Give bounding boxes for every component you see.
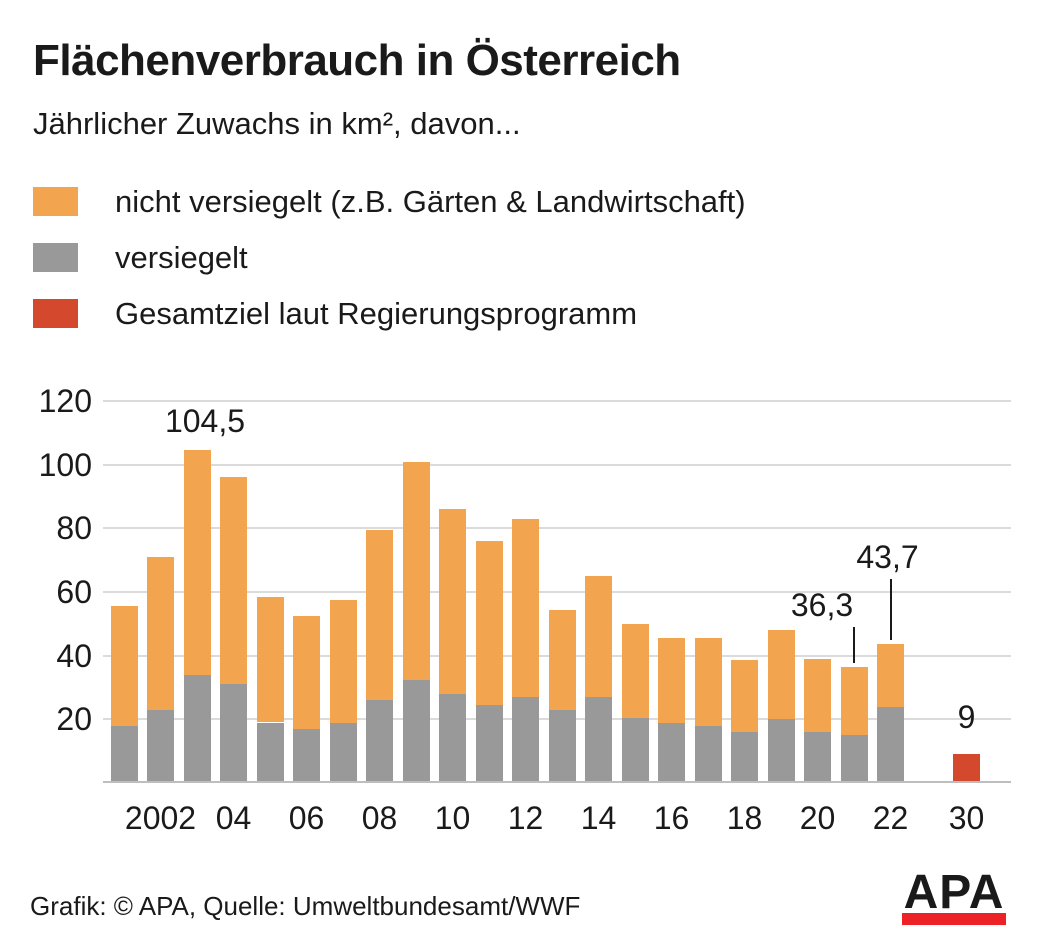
bar-goal-2030	[953, 754, 980, 783]
bar-nicht-versiegelt-2010	[439, 509, 466, 694]
bar-nicht-versiegelt-2003	[183, 450, 211, 675]
bar-nicht-versiegelt-2018	[731, 660, 758, 732]
bar-nicht-versiegelt-2004	[220, 477, 247, 685]
footer-credit: Grafik: © APA, Quelle: Umweltbundesamt/W…	[30, 891, 581, 921]
bar-nicht-versiegelt-2007	[329, 600, 357, 723]
bar-versiegelt-2003	[183, 674, 211, 783]
bar-versiegelt-2004	[220, 684, 247, 783]
legend-label: nicht versiegelt (z.B. Gärten & Landwirt…	[115, 183, 746, 219]
annotation-2021: 36,3	[790, 587, 854, 624]
x-axis-label-20: 20	[799, 800, 836, 836]
bar-nicht-versiegelt-2021	[840, 667, 868, 736]
bar-nicht-versiegelt-2017	[694, 638, 722, 726]
x-axis-label-2002: 2002	[124, 800, 197, 836]
bar-nicht-versiegelt-2006	[293, 615, 320, 729]
bar-nicht-versiegelt-2013	[548, 609, 576, 710]
legend: nicht versiegelt (z.B. Gärten & Landwirt…	[33, 183, 746, 354]
bar-versiegelt-2002	[147, 709, 174, 783]
apa-logo-text: APA	[903, 866, 1005, 919]
y-axis-label-120: 120	[38, 383, 92, 419]
page-title: Flächenverbrauch in Österreich	[33, 36, 681, 85]
apa-logo-red-bar	[902, 913, 1006, 925]
bar-versiegelt-2013	[548, 709, 576, 783]
bar-versiegelt-2019	[767, 719, 795, 783]
bar-nicht-versiegelt-2011	[475, 541, 503, 705]
apa-logo: APA	[902, 866, 1006, 925]
x-axis-label-30: 30	[948, 800, 985, 836]
x-axis-label-04: 04	[215, 800, 252, 836]
bar-versiegelt-2016	[658, 722, 685, 783]
legend-label: Gesamtziel laut Regierungsprogramm	[115, 295, 638, 331]
bar-versiegelt-2007	[329, 722, 357, 783]
bar-versiegelt-2011	[475, 705, 503, 783]
annotation-2003: 104,5	[164, 403, 246, 440]
x-axis-label-06: 06	[288, 800, 325, 836]
bar-nicht-versiegelt-2016	[658, 638, 685, 723]
bar-nicht-versiegelt-2009	[402, 461, 430, 680]
annotation-2022: 43,7	[856, 538, 919, 575]
x-axis-label-18: 18	[726, 800, 763, 836]
gridline-80	[103, 527, 1011, 530]
x-axis-label-12: 12	[507, 800, 544, 836]
bar-nicht-versiegelt-2002	[147, 557, 174, 710]
bar-nicht-versiegelt-2020	[804, 658, 831, 733]
bar-versiegelt-2012	[512, 697, 539, 783]
y-axis-label-20: 20	[56, 701, 92, 738]
y-axis-label-60: 60	[56, 574, 92, 610]
gridline-60	[103, 591, 1011, 593]
bar-versiegelt-2010	[439, 693, 466, 783]
x-axis-label-08: 08	[361, 800, 398, 836]
gridline-120	[103, 400, 1011, 402]
bar-nicht-versiegelt-2015	[621, 623, 649, 718]
bar-versiegelt-2020	[804, 732, 831, 783]
annotation-2030: 9	[957, 699, 976, 736]
y-axis-label-80: 80	[56, 510, 92, 547]
legend-swatch-orange-icon	[33, 187, 78, 216]
bar-versiegelt-2014	[585, 697, 612, 783]
x-axis-label-22: 22	[872, 800, 909, 836]
y-axis-label-100: 100	[38, 446, 92, 483]
bar-versiegelt-2021	[840, 735, 868, 783]
annotation-line-2022	[889, 578, 892, 640]
bar-nicht-versiegelt-2019	[767, 630, 795, 720]
legend-item-nicht-versiegelt: nicht versiegelt (z.B. Gärten & Landwirt…	[33, 183, 746, 219]
x-axis-line	[103, 781, 1011, 783]
bar-nicht-versiegelt-2001	[110, 606, 138, 726]
bar-versiegelt-2001	[110, 725, 138, 783]
legend-swatch-red-icon	[33, 299, 78, 328]
bar-versiegelt-2008	[366, 700, 393, 783]
bar-versiegelt-2022	[877, 706, 904, 783]
chart-subtitle: Jährlicher Zuwachs in km², davon...	[33, 106, 521, 141]
bar-versiegelt-2005	[256, 722, 284, 783]
legend-swatch-gray-icon	[33, 243, 78, 272]
bar-nicht-versiegelt-2008	[366, 529, 393, 701]
bar-nicht-versiegelt-2014	[585, 576, 612, 698]
x-axis-label-16: 16	[653, 800, 690, 836]
x-axis-label-14: 14	[580, 800, 617, 836]
bar-versiegelt-2006	[293, 728, 320, 783]
annotation-line-2021	[853, 627, 855, 664]
legend-item-versiegelt: versiegelt	[33, 239, 746, 275]
bar-nicht-versiegelt-2022	[877, 643, 904, 707]
legend-item-gesamtziel: Gesamtziel laut Regierungsprogramm	[33, 295, 746, 331]
y-axis-label-40: 40	[56, 637, 92, 674]
gridline-100	[103, 463, 1011, 466]
bar-versiegelt-2015	[621, 717, 649, 783]
bar-versiegelt-2018	[731, 732, 758, 783]
legend-label: versiegelt	[115, 239, 248, 275]
x-axis-label-10: 10	[434, 800, 471, 836]
bar-nicht-versiegelt-2012	[512, 518, 539, 698]
bar-versiegelt-2009	[402, 679, 430, 783]
bar-nicht-versiegelt-2005	[256, 596, 284, 723]
bar-versiegelt-2017	[694, 725, 722, 783]
